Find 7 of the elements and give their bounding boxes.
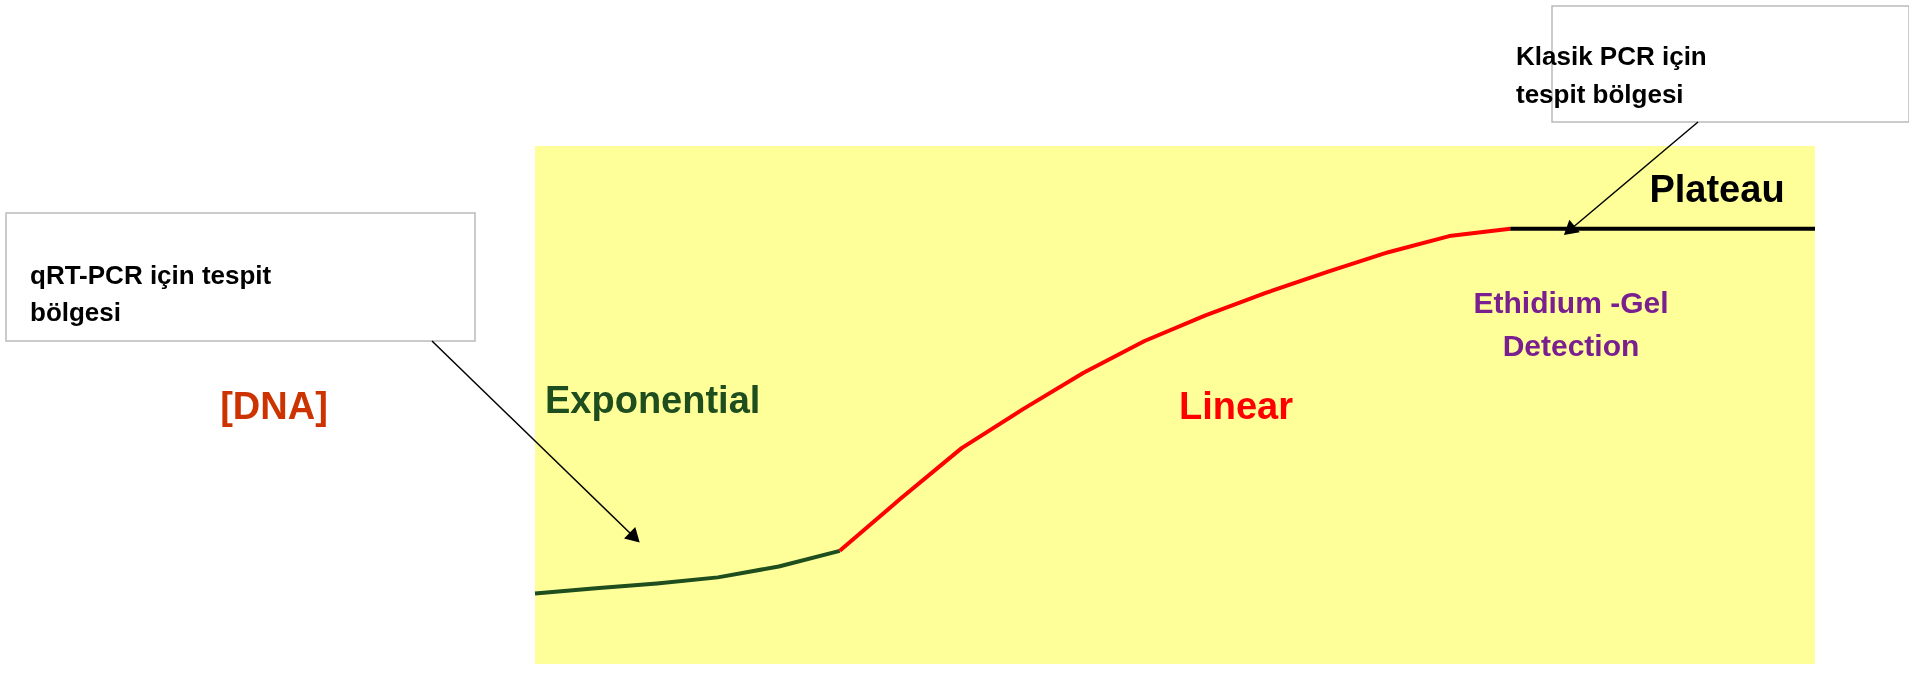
text: [DNA] xyxy=(220,385,328,427)
series-label: Linear xyxy=(1178,385,1294,427)
text: Klasik PCR için tespit bölgesi xyxy=(1516,41,1707,109)
annotation: Ethidium -Gel Detection xyxy=(1473,286,1669,362)
text: qRT-PCR için tespit bölgesi xyxy=(30,260,272,327)
text: Exponential xyxy=(545,379,761,421)
series-label: Plateau xyxy=(1649,168,1785,210)
